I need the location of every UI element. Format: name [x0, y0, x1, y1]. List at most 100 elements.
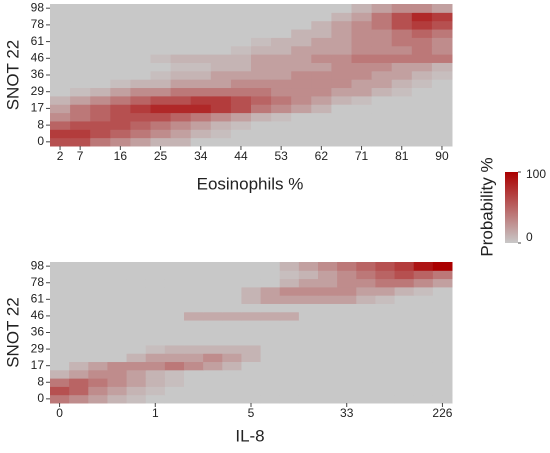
- heatmap-cell: [337, 295, 357, 304]
- heatmap-cell: [318, 369, 338, 379]
- heatmap-cell: [88, 336, 108, 346]
- heatmap-cell: [391, 87, 413, 97]
- heatmap-cell: [50, 62, 71, 72]
- heatmap-cell: [126, 303, 147, 313]
- heatmap-cell: [431, 112, 453, 122]
- heatmap-cell: [145, 278, 166, 288]
- heatmap-cell: [145, 353, 166, 363]
- heatmap-cell: [298, 344, 319, 354]
- heatmap-cell: [110, 29, 131, 38]
- heatmap-cell: [184, 336, 204, 346]
- heatmap-cell: [110, 70, 131, 80]
- heatmap-cell: [371, 12, 393, 22]
- heatmap-cell: [279, 278, 300, 288]
- heatmap-cell: [222, 369, 242, 379]
- x-tick-label: 2: [57, 149, 64, 163]
- x-axis-title: Eosinophils %: [197, 174, 304, 193]
- heatmap-cell: [184, 328, 204, 338]
- heatmap-cell: [432, 336, 453, 346]
- heatmap-cell: [170, 104, 192, 114]
- heatmap-cell: [413, 378, 434, 387]
- heatmap-cell: [126, 286, 147, 296]
- heatmap-cell: [50, 120, 71, 130]
- heatmap-cell: [203, 361, 223, 371]
- heatmap-cell: [241, 328, 262, 338]
- heatmap-cell: [170, 45, 192, 55]
- heatmap-cell: [371, 45, 393, 55]
- y-tick-label: 36: [31, 67, 45, 81]
- heatmap-cell: [411, 70, 433, 80]
- heatmap-cell: [130, 29, 151, 38]
- heatmap-cell: [279, 378, 300, 387]
- heatmap-cell: [371, 120, 393, 130]
- heatmap-cell: [164, 286, 185, 296]
- heatmap-cell: [50, 29, 71, 38]
- heatmap-cell: [241, 303, 262, 313]
- heatmap-cell: [230, 29, 252, 38]
- heatmap-cell: [331, 4, 352, 13]
- heatmap-cell: [431, 70, 453, 80]
- heatmap-cell: [69, 262, 89, 271]
- heatmap-cell: [50, 278, 70, 288]
- heatmap-cell: [432, 344, 453, 354]
- heatmap-cell: [375, 286, 396, 296]
- heatmap-cell: [50, 320, 70, 329]
- heatmap-cell: [90, 137, 111, 147]
- heatmap-cell: [170, 70, 192, 80]
- heatmap-cell: [241, 353, 262, 363]
- heatmap-cell: [331, 95, 352, 105]
- heatmap-cell: [222, 361, 242, 371]
- heatmap-cell: [251, 104, 272, 114]
- heatmap-cell: [230, 54, 252, 63]
- heatmap-cell: [394, 386, 415, 396]
- heatmap-cell: [170, 137, 192, 147]
- heatmap-cell: [413, 270, 434, 280]
- heatmap-cell: [190, 87, 212, 97]
- heatmap-cell: [210, 129, 232, 139]
- y-tick-label: 78: [31, 275, 45, 289]
- heatmap-cell: [210, 95, 232, 105]
- heatmap-cell: [190, 62, 212, 72]
- heatmap-cell: [375, 336, 396, 346]
- heatmap-cell: [210, 62, 232, 72]
- heatmap-cell: [170, 12, 192, 22]
- heatmap-cell: [88, 394, 108, 404]
- heatmap-cell: [50, 20, 71, 30]
- heatmap-cell: [251, 70, 272, 80]
- heatmap-cell: [230, 20, 252, 30]
- heatmap-cell: [260, 386, 281, 396]
- heatmap-cell: [107, 278, 128, 288]
- heatmap-cell: [164, 278, 185, 288]
- heatmap-cell: [432, 386, 453, 396]
- heatmap-cell: [241, 386, 262, 396]
- heatmap-cell: [203, 328, 223, 338]
- heatmap-cell: [260, 361, 281, 371]
- heatmap-cell: [230, 87, 252, 97]
- heatmap-cell: [130, 20, 151, 30]
- heatmap-cell: [432, 353, 453, 363]
- heatmap-cell: [184, 320, 204, 329]
- y-tick-label: 78: [31, 17, 45, 31]
- heatmap-cell: [351, 54, 373, 63]
- heatmap-cell: [222, 303, 242, 313]
- heatmap-cell: [371, 4, 393, 13]
- heatmap-cell: [210, 37, 232, 47]
- heatmap-cell: [394, 303, 415, 313]
- heatmap-cell: [411, 20, 433, 30]
- heatmap-cell: [298, 270, 319, 280]
- heatmap-cell: [241, 369, 262, 379]
- heatmap-cell: [230, 62, 252, 72]
- heatmap-cell: [394, 394, 415, 404]
- heatmap-cell: [356, 336, 376, 346]
- heatmap-cell: [291, 54, 312, 63]
- heatmap-cell: [391, 62, 413, 72]
- heatmap-cell: [210, 79, 232, 89]
- heatmap-cell: [222, 344, 242, 354]
- heatmap-cell: [50, 137, 71, 147]
- heatmap-cell: [164, 353, 185, 363]
- heatmap-cell: [50, 311, 70, 321]
- heatmap-cell: [331, 20, 352, 30]
- heatmap-cell: [150, 54, 172, 63]
- heatmap-cell: [271, 12, 292, 22]
- heatmap-cell: [107, 353, 128, 363]
